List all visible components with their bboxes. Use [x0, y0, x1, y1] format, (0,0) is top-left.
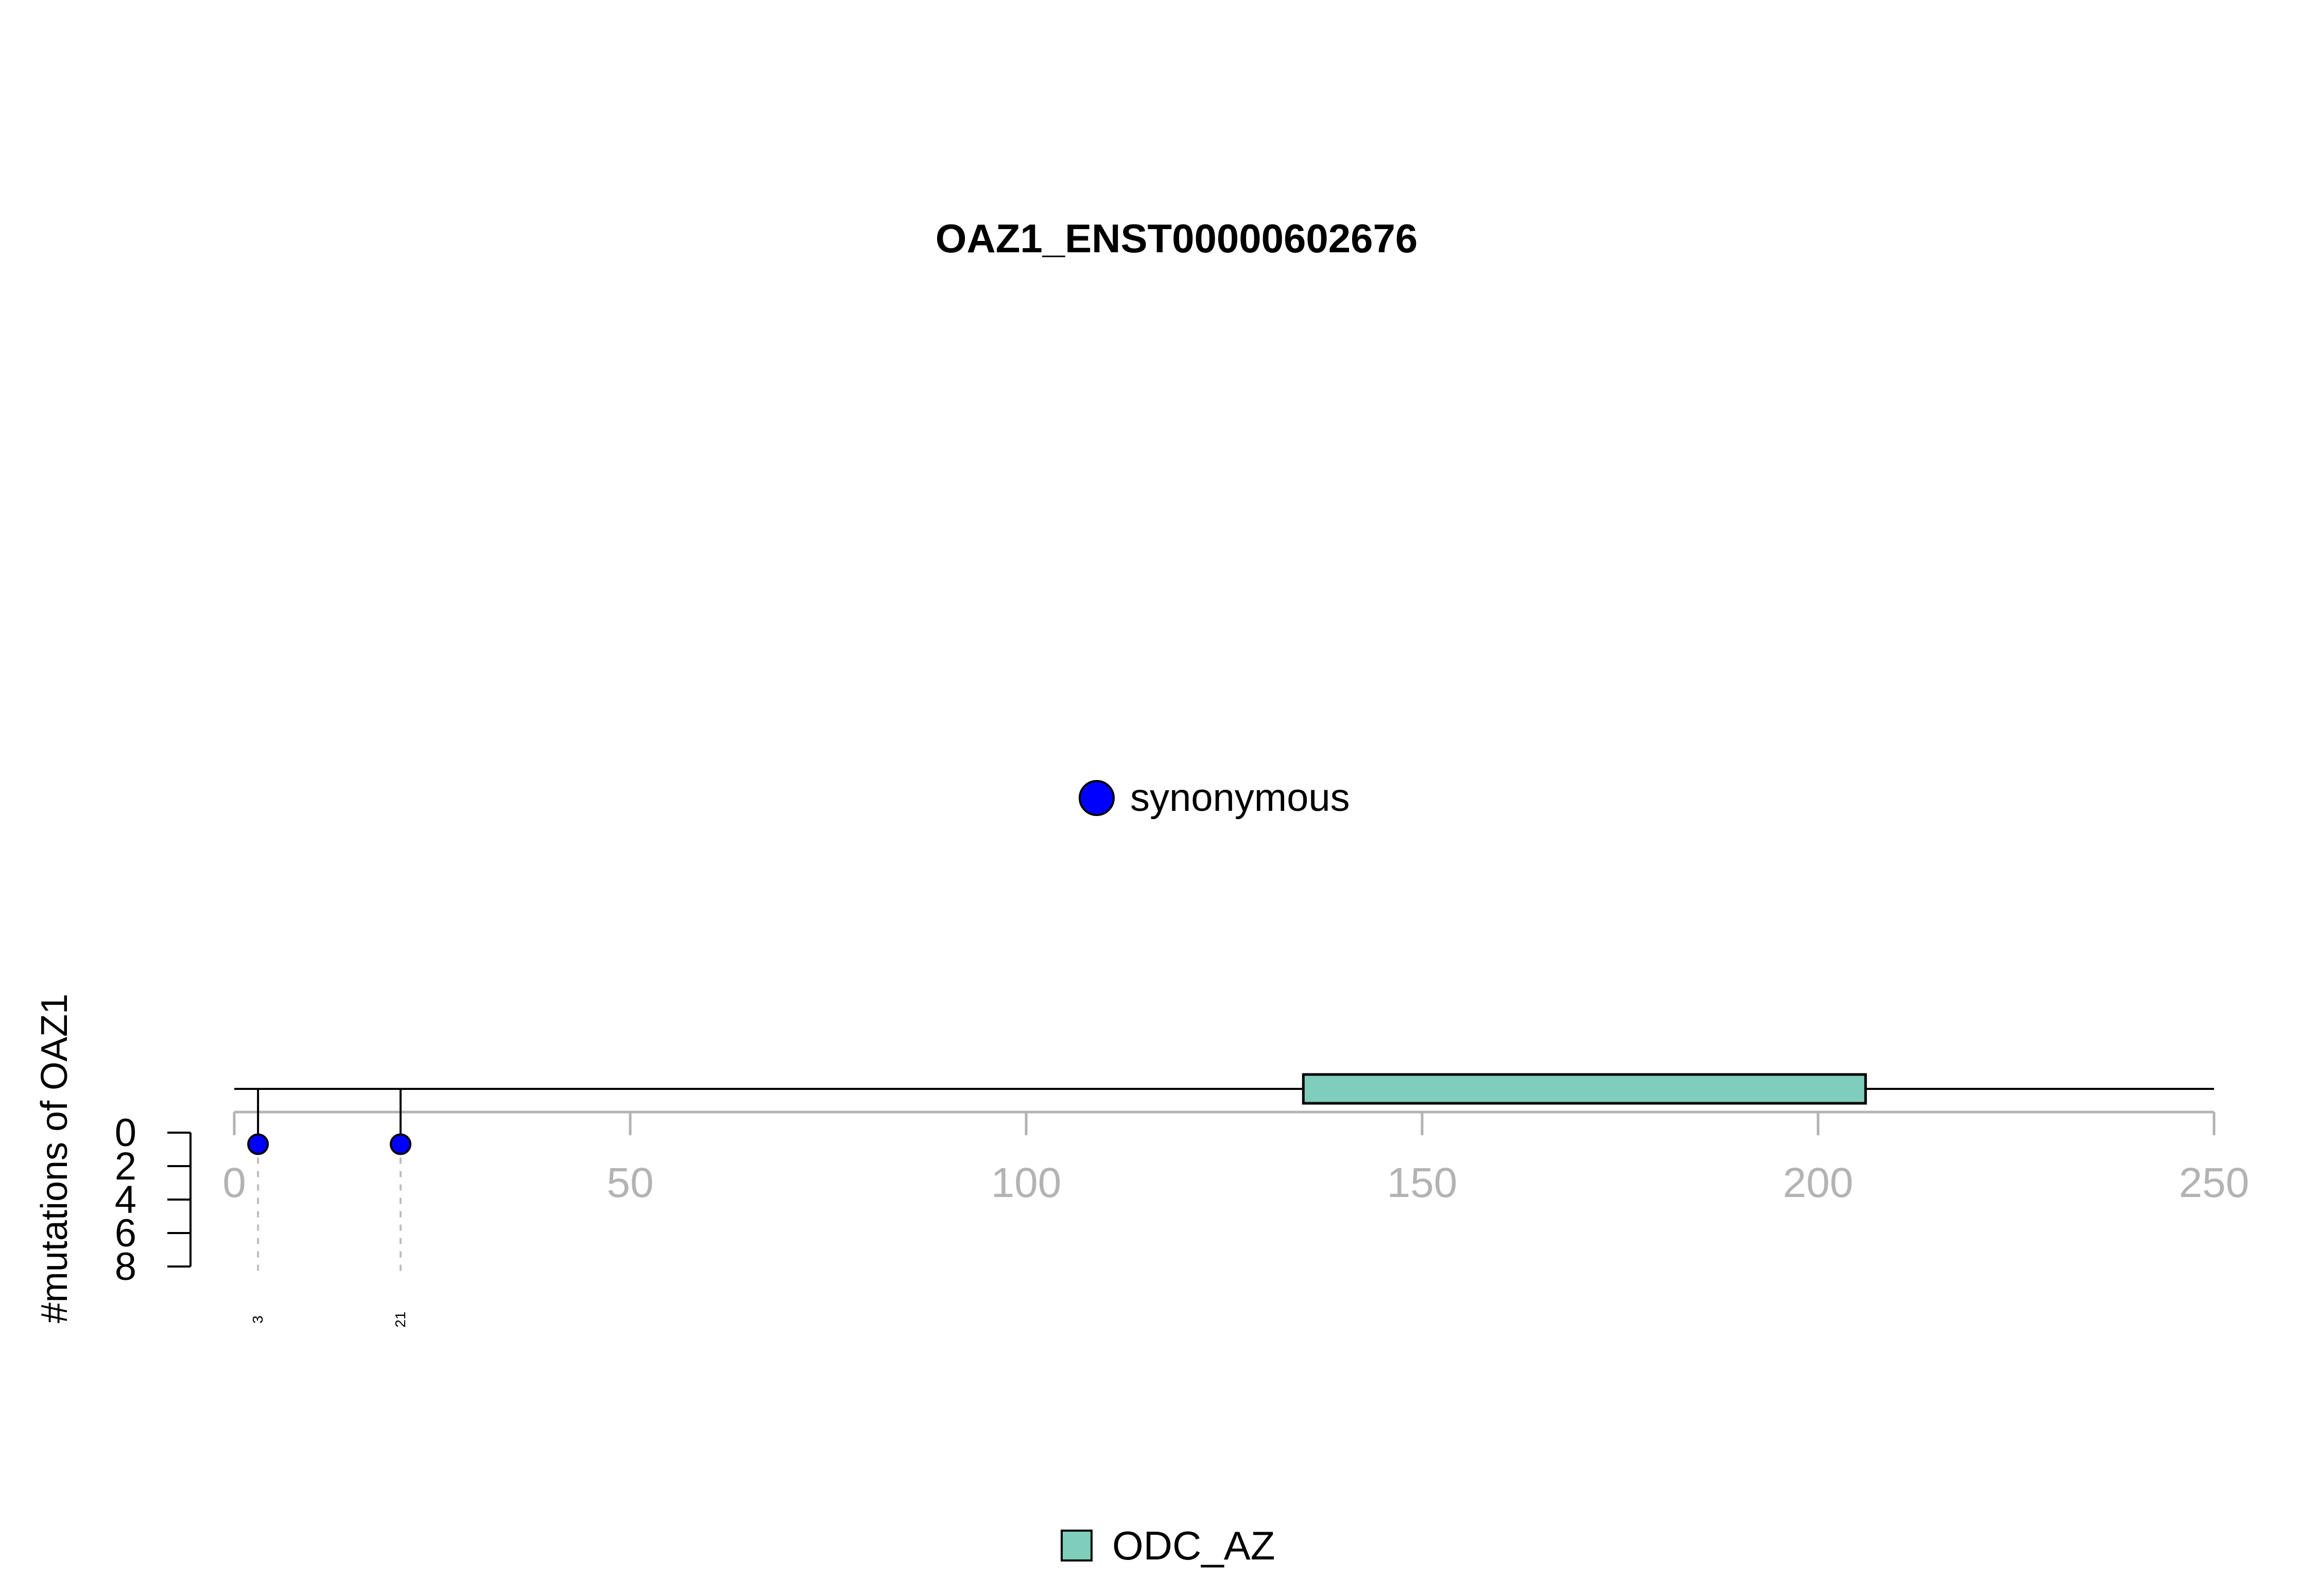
mutation-lollipops: 3 21 [247, 1089, 411, 1328]
y-tick-label-8: 8 [115, 1245, 136, 1289]
legend-label-synonymous: synonymous [1130, 776, 1350, 820]
mutation-point-21 [389, 1133, 411, 1155]
y-tick-label-2: 2 [115, 1144, 136, 1188]
x-tick-label-250: 250 [2179, 1159, 2250, 1206]
chart-title: OAZ1_ENST00000602676 [936, 216, 1418, 261]
x-tick-label-0: 0 [222, 1159, 246, 1206]
y-tick-label-4: 4 [115, 1178, 136, 1222]
x-tick-label-200: 200 [1783, 1159, 1854, 1206]
legend-marker-synonymous [1079, 780, 1115, 816]
y-tick-label-6: 6 [115, 1211, 136, 1255]
x-tick-label-50: 50 [607, 1159, 653, 1206]
mutation-label-3: 3 [250, 1315, 266, 1324]
mutation-legend: synonymous [1079, 776, 1350, 820]
y-axis-label: #mutations of OAZ1 [34, 994, 75, 1323]
x-axis: 0 50 100 150 200 250 [222, 1111, 2250, 1206]
x-tick-label-100: 100 [991, 1159, 1062, 1206]
domain-legend: ODC_AZ [1061, 1523, 1275, 1568]
legend-label-ODC_AZ: ODC_AZ [1112, 1523, 1275, 1568]
mutation-label-21: 21 [392, 1311, 408, 1327]
domain-layer [1302, 1073, 1867, 1105]
domain-ODC_AZ [1302, 1073, 1867, 1105]
mutation-point-3 [247, 1133, 269, 1155]
x-tick-label-150: 150 [1387, 1159, 1458, 1206]
legend-swatch-ODC_AZ [1061, 1530, 1093, 1562]
y-tick-label-0: 0 [115, 1111, 136, 1155]
